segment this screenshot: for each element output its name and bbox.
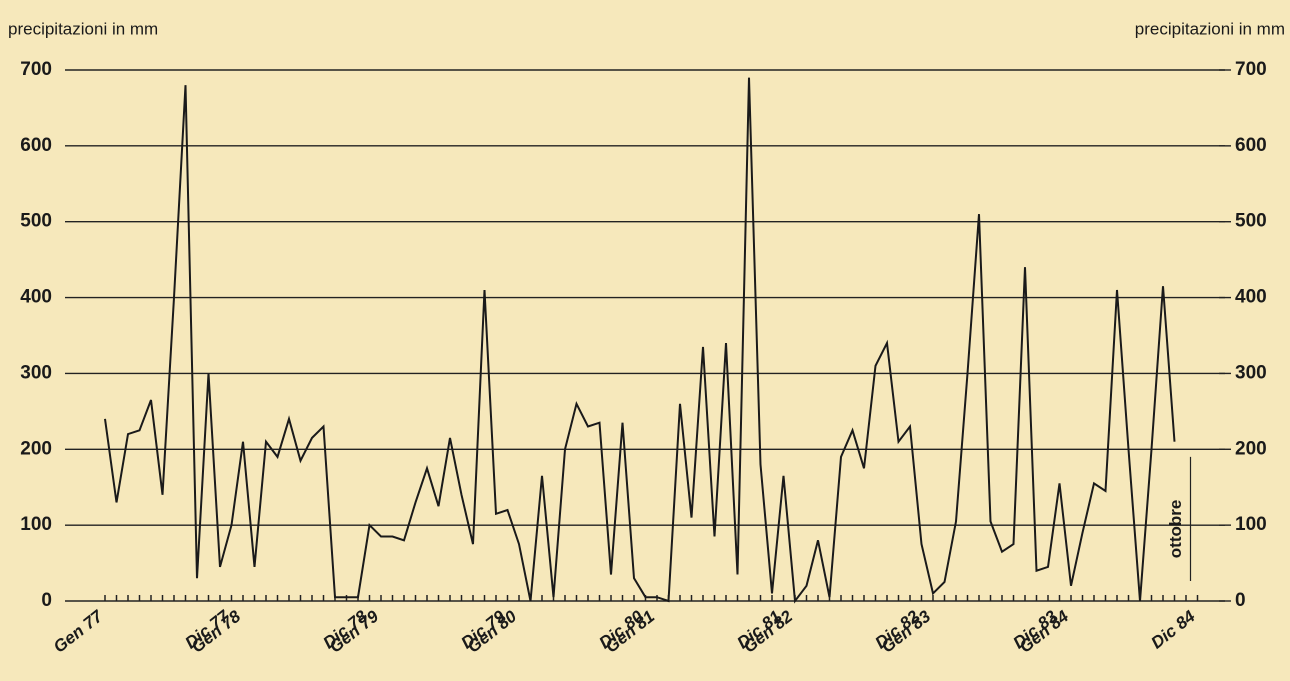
- y-tick-label: 600: [20, 135, 52, 156]
- y-tick-label: 100: [20, 514, 52, 535]
- annotation: ottobre: [1166, 500, 1185, 559]
- y2-axis-label: precipitazioni in mm: [1135, 19, 1285, 38]
- y2-tick-label: 600: [1235, 135, 1267, 156]
- y2-tick-label: 200: [1235, 438, 1267, 459]
- y-tick-label: 200: [20, 438, 52, 459]
- y-tick-label: 0: [41, 590, 52, 611]
- y-tick-label: 400: [20, 287, 52, 308]
- y-tick-label: 300: [20, 362, 52, 383]
- y2-tick-label: 300: [1235, 362, 1267, 383]
- y-axis-label: precipitazioni in mm: [8, 19, 158, 38]
- y2-tick-label: 400: [1235, 287, 1267, 308]
- y2-tick-label: 0: [1235, 590, 1246, 611]
- y-tick-label: 700: [20, 59, 52, 80]
- precipitation-line: [104, 77, 1176, 604]
- y-tick-label: 500: [20, 211, 52, 232]
- y2-tick-label: 500: [1235, 211, 1267, 232]
- y2-tick-label: 100: [1235, 514, 1267, 535]
- y2-tick-label: 700: [1235, 59, 1267, 80]
